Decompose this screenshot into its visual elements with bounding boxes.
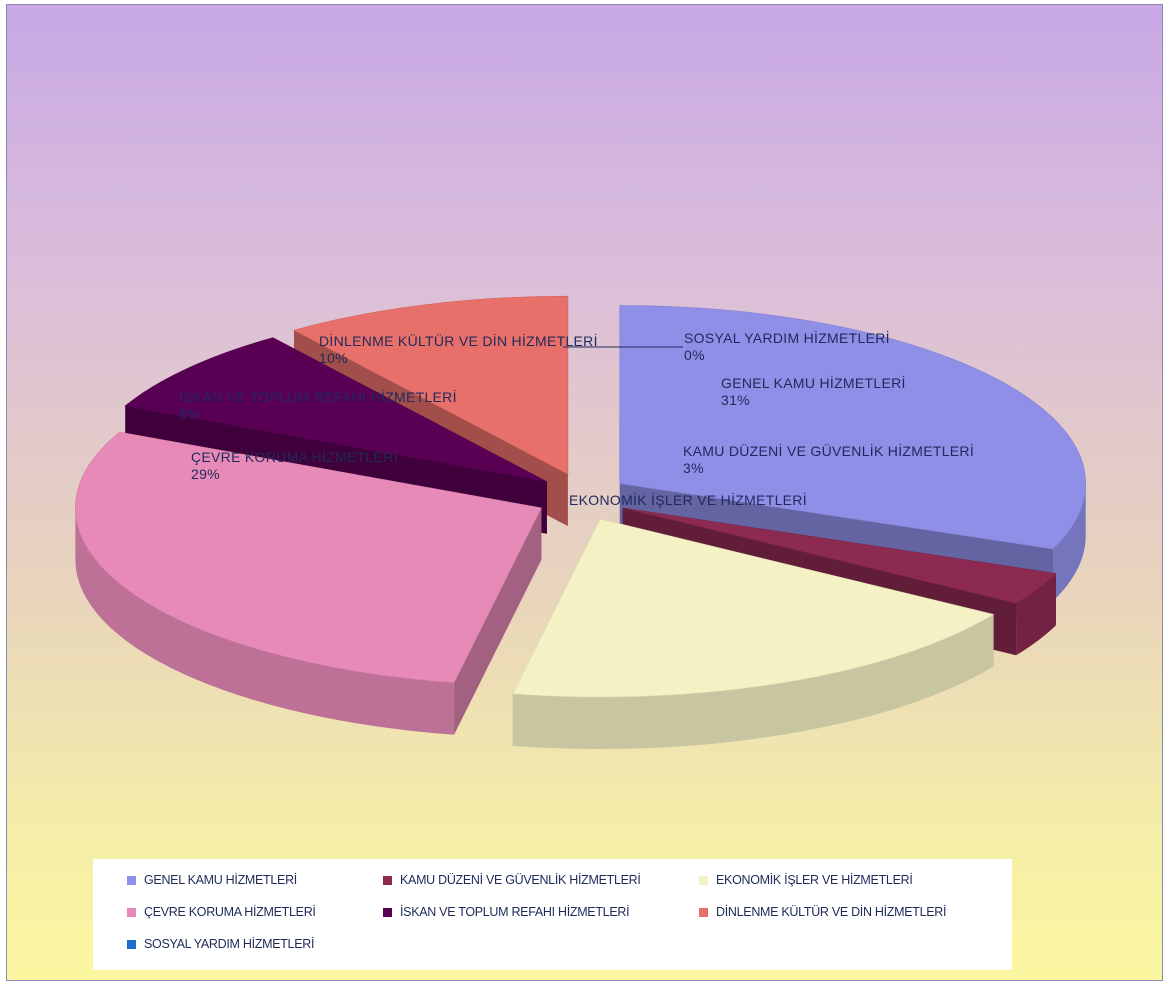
legend-swatch-icon — [127, 939, 136, 949]
pie-slice-1 — [622, 507, 1057, 604]
legend-swatch-icon — [383, 907, 392, 917]
legend-label: KAMU DÜZENİ VE GÜVENLİK HİZMETLERİ — [400, 873, 641, 887]
legend-item-1: KAMU DÜZENİ VE GÜVENLİK HİZMETLERİ — [383, 873, 641, 887]
slice-percent-4: 8% — [179, 406, 200, 422]
legend-label: ÇEVRE KORUMA HİZMETLERİ — [144, 905, 316, 919]
pie-slice-5 — [293, 295, 569, 475]
legend-item-0: GENEL KAMU HİZMETLERİ — [127, 873, 297, 887]
slice-percent-0: 31% — [721, 392, 750, 408]
legend-label: GENEL KAMU HİZMETLERİ — [144, 873, 297, 887]
legend-item-5: DİNLENME KÜLTÜR VE DİN HİZMETLERİ — [699, 905, 946, 919]
pie-slice-3 — [75, 431, 542, 684]
slice-label-4: İSKAN VE TOPLUM REFAHI HİZMETLERİ — [179, 388, 457, 405]
pie-slice-4 — [124, 337, 548, 482]
legend-item-4: İSKAN VE TOPLUM REFAHI HİZMETLERİ — [383, 905, 630, 919]
slice-percent-3: 29% — [191, 466, 220, 482]
legend-swatch-icon — [127, 875, 136, 885]
pie-slice-side — [1016, 573, 1056, 656]
pie-slice-2 — [512, 518, 995, 698]
slice-label-1: KAMU DÜZENİ VE GÜVENLİK HİZMETLERİ — [683, 442, 974, 459]
legend-label: SOSYAL YARDIM HİZMETLERİ — [144, 937, 315, 951]
slice-label-3: ÇEVRE KORUMA HİZMETLERİ — [191, 448, 398, 465]
legend-label: İSKAN VE TOPLUM REFAHI HİZMETLERİ — [400, 905, 630, 919]
legend-label: DİNLENME KÜLTÜR VE DİN HİZMETLERİ — [716, 905, 947, 919]
pie-slice-side — [512, 614, 994, 750]
slice-label-5: DİNLENME KÜLTÜR VE DİN HİZMETLERİ — [319, 332, 598, 349]
legend-swatch-icon — [699, 907, 708, 917]
legend-item-6: SOSYAL YARDIM HİZMETLERİ — [127, 937, 314, 951]
legend-swatch-icon — [127, 907, 136, 917]
pie-slice-wall — [454, 507, 542, 735]
slice-percent-1: 3% — [683, 460, 704, 476]
legend-item-2: EKONOMİK İŞLER VE HİZMETLERİ — [699, 873, 913, 887]
legend-item-3: ÇEVRE KORUMA HİZMETLERİ — [127, 905, 316, 919]
pie-slice-side — [75, 507, 455, 735]
slice-percent-5: 10% — [319, 350, 348, 366]
legend-swatch-icon — [383, 875, 392, 885]
slice-label-2: EKONOMİK İŞLER VE HİZMETLERİ — [569, 491, 807, 508]
legend-swatch-icon — [699, 875, 708, 885]
legend-label: EKONOMİK İŞLER VE HİZMETLERİ — [716, 873, 913, 887]
slice-label-6: SOSYAL YARDIM HİZMETLERİ — [684, 329, 890, 346]
chart-area: GENEL KAMU HİZMETLERİ 31% KAMU DÜZENİ VE G… — [6, 4, 1163, 981]
slice-label-0: GENEL KAMU HİZMETLERİ — [721, 374, 906, 391]
legend: GENEL KAMU HİZMETLERİ KAMU DÜZENİ VE GÜV… — [93, 859, 1012, 970]
slice-percent-6: 0% — [684, 347, 705, 363]
pie-slice-side — [1052, 483, 1086, 602]
pie-slice-0 — [619, 305, 1087, 550]
